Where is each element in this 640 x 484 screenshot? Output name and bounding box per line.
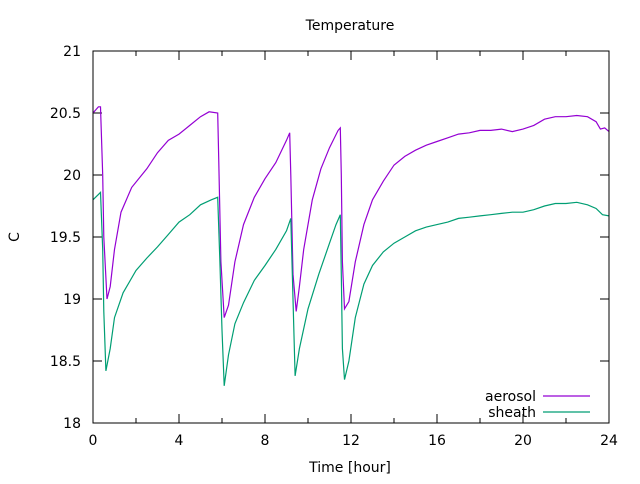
x-tick-label: 0	[89, 433, 98, 449]
y-tick-label: 19	[63, 292, 81, 308]
x-tick-label: 16	[428, 433, 446, 449]
y-tick-label: 18	[63, 416, 81, 432]
series-group	[92, 106, 610, 386]
y-axis-label: C	[7, 232, 23, 242]
y-tick-label: 20	[63, 168, 81, 184]
legend-label-aerosol: aerosol	[485, 389, 536, 405]
series-line-aerosol	[92, 106, 610, 318]
x-tick-label: 4	[175, 433, 184, 449]
y-tick-label: 20.5	[50, 106, 81, 122]
y-tick-label: 21	[63, 44, 81, 60]
x-tick-label: 12	[342, 433, 360, 449]
x-tick-label: 20	[514, 433, 532, 449]
plot-border	[92, 50, 610, 424]
x-tick-label: 24	[600, 433, 618, 449]
y-tick-label: 19.5	[50, 230, 81, 246]
x-tick-label: 8	[261, 433, 270, 449]
y-tick-label: 18.5	[50, 354, 81, 370]
x-axis-label: Time [hour]	[308, 460, 391, 476]
chart-title: Temperature	[305, 18, 395, 34]
legend-label-sheath: sheath	[488, 405, 536, 421]
series-line-sheath	[92, 191, 610, 386]
